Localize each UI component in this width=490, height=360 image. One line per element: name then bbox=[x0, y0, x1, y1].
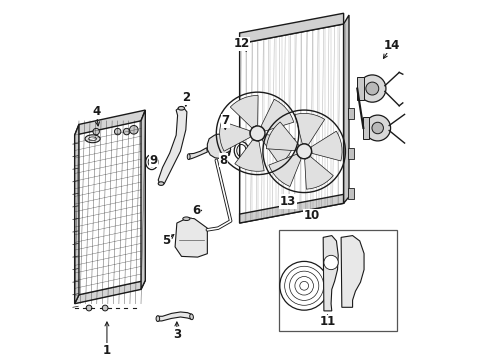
Text: 2: 2 bbox=[182, 91, 190, 104]
Circle shape bbox=[250, 126, 265, 141]
Text: 13: 13 bbox=[280, 195, 296, 208]
Bar bbox=[348, 148, 354, 159]
Polygon shape bbox=[305, 157, 333, 189]
Ellipse shape bbox=[89, 137, 97, 140]
Polygon shape bbox=[341, 235, 364, 307]
Polygon shape bbox=[220, 121, 250, 151]
Text: 14: 14 bbox=[384, 39, 400, 52]
Polygon shape bbox=[188, 148, 207, 159]
Ellipse shape bbox=[178, 107, 185, 110]
Ellipse shape bbox=[183, 217, 190, 221]
Polygon shape bbox=[262, 135, 295, 165]
Ellipse shape bbox=[85, 135, 100, 143]
Polygon shape bbox=[74, 280, 146, 304]
Polygon shape bbox=[175, 218, 207, 257]
Text: 3: 3 bbox=[173, 328, 181, 341]
Polygon shape bbox=[157, 312, 192, 321]
Ellipse shape bbox=[158, 182, 164, 185]
Ellipse shape bbox=[156, 316, 160, 321]
Polygon shape bbox=[323, 235, 338, 311]
Text: 6: 6 bbox=[193, 204, 201, 217]
Circle shape bbox=[359, 75, 386, 102]
Polygon shape bbox=[261, 99, 294, 131]
Polygon shape bbox=[74, 110, 146, 135]
Text: 8: 8 bbox=[220, 154, 228, 167]
Bar bbox=[279, 230, 397, 330]
Polygon shape bbox=[240, 194, 343, 223]
Polygon shape bbox=[269, 154, 301, 186]
Text: 1: 1 bbox=[103, 344, 111, 357]
Polygon shape bbox=[74, 125, 79, 304]
Text: 12: 12 bbox=[233, 37, 249, 50]
Polygon shape bbox=[343, 15, 349, 203]
Text: 9: 9 bbox=[149, 154, 158, 167]
Circle shape bbox=[365, 115, 391, 141]
Polygon shape bbox=[230, 95, 258, 128]
Text: 4: 4 bbox=[92, 105, 100, 118]
Polygon shape bbox=[295, 113, 325, 144]
Polygon shape bbox=[240, 13, 343, 44]
Text: 11: 11 bbox=[319, 315, 336, 328]
Circle shape bbox=[86, 305, 92, 311]
Text: 7: 7 bbox=[221, 114, 229, 127]
Circle shape bbox=[102, 305, 108, 311]
Circle shape bbox=[297, 144, 312, 159]
Ellipse shape bbox=[187, 154, 190, 159]
Ellipse shape bbox=[190, 314, 194, 320]
Text: 5: 5 bbox=[162, 234, 170, 247]
Bar bbox=[348, 188, 354, 199]
Bar bbox=[357, 77, 364, 100]
Circle shape bbox=[324, 255, 338, 270]
Bar bbox=[348, 108, 354, 119]
Polygon shape bbox=[235, 140, 264, 171]
Circle shape bbox=[123, 129, 130, 135]
Circle shape bbox=[129, 126, 138, 134]
Polygon shape bbox=[141, 110, 146, 289]
Circle shape bbox=[366, 82, 379, 95]
Circle shape bbox=[115, 129, 121, 135]
Circle shape bbox=[372, 122, 383, 134]
Polygon shape bbox=[267, 122, 299, 151]
Polygon shape bbox=[158, 108, 187, 184]
Polygon shape bbox=[311, 131, 342, 161]
Circle shape bbox=[93, 129, 99, 135]
Polygon shape bbox=[207, 134, 231, 158]
Text: 10: 10 bbox=[303, 210, 319, 222]
Bar bbox=[364, 117, 369, 139]
